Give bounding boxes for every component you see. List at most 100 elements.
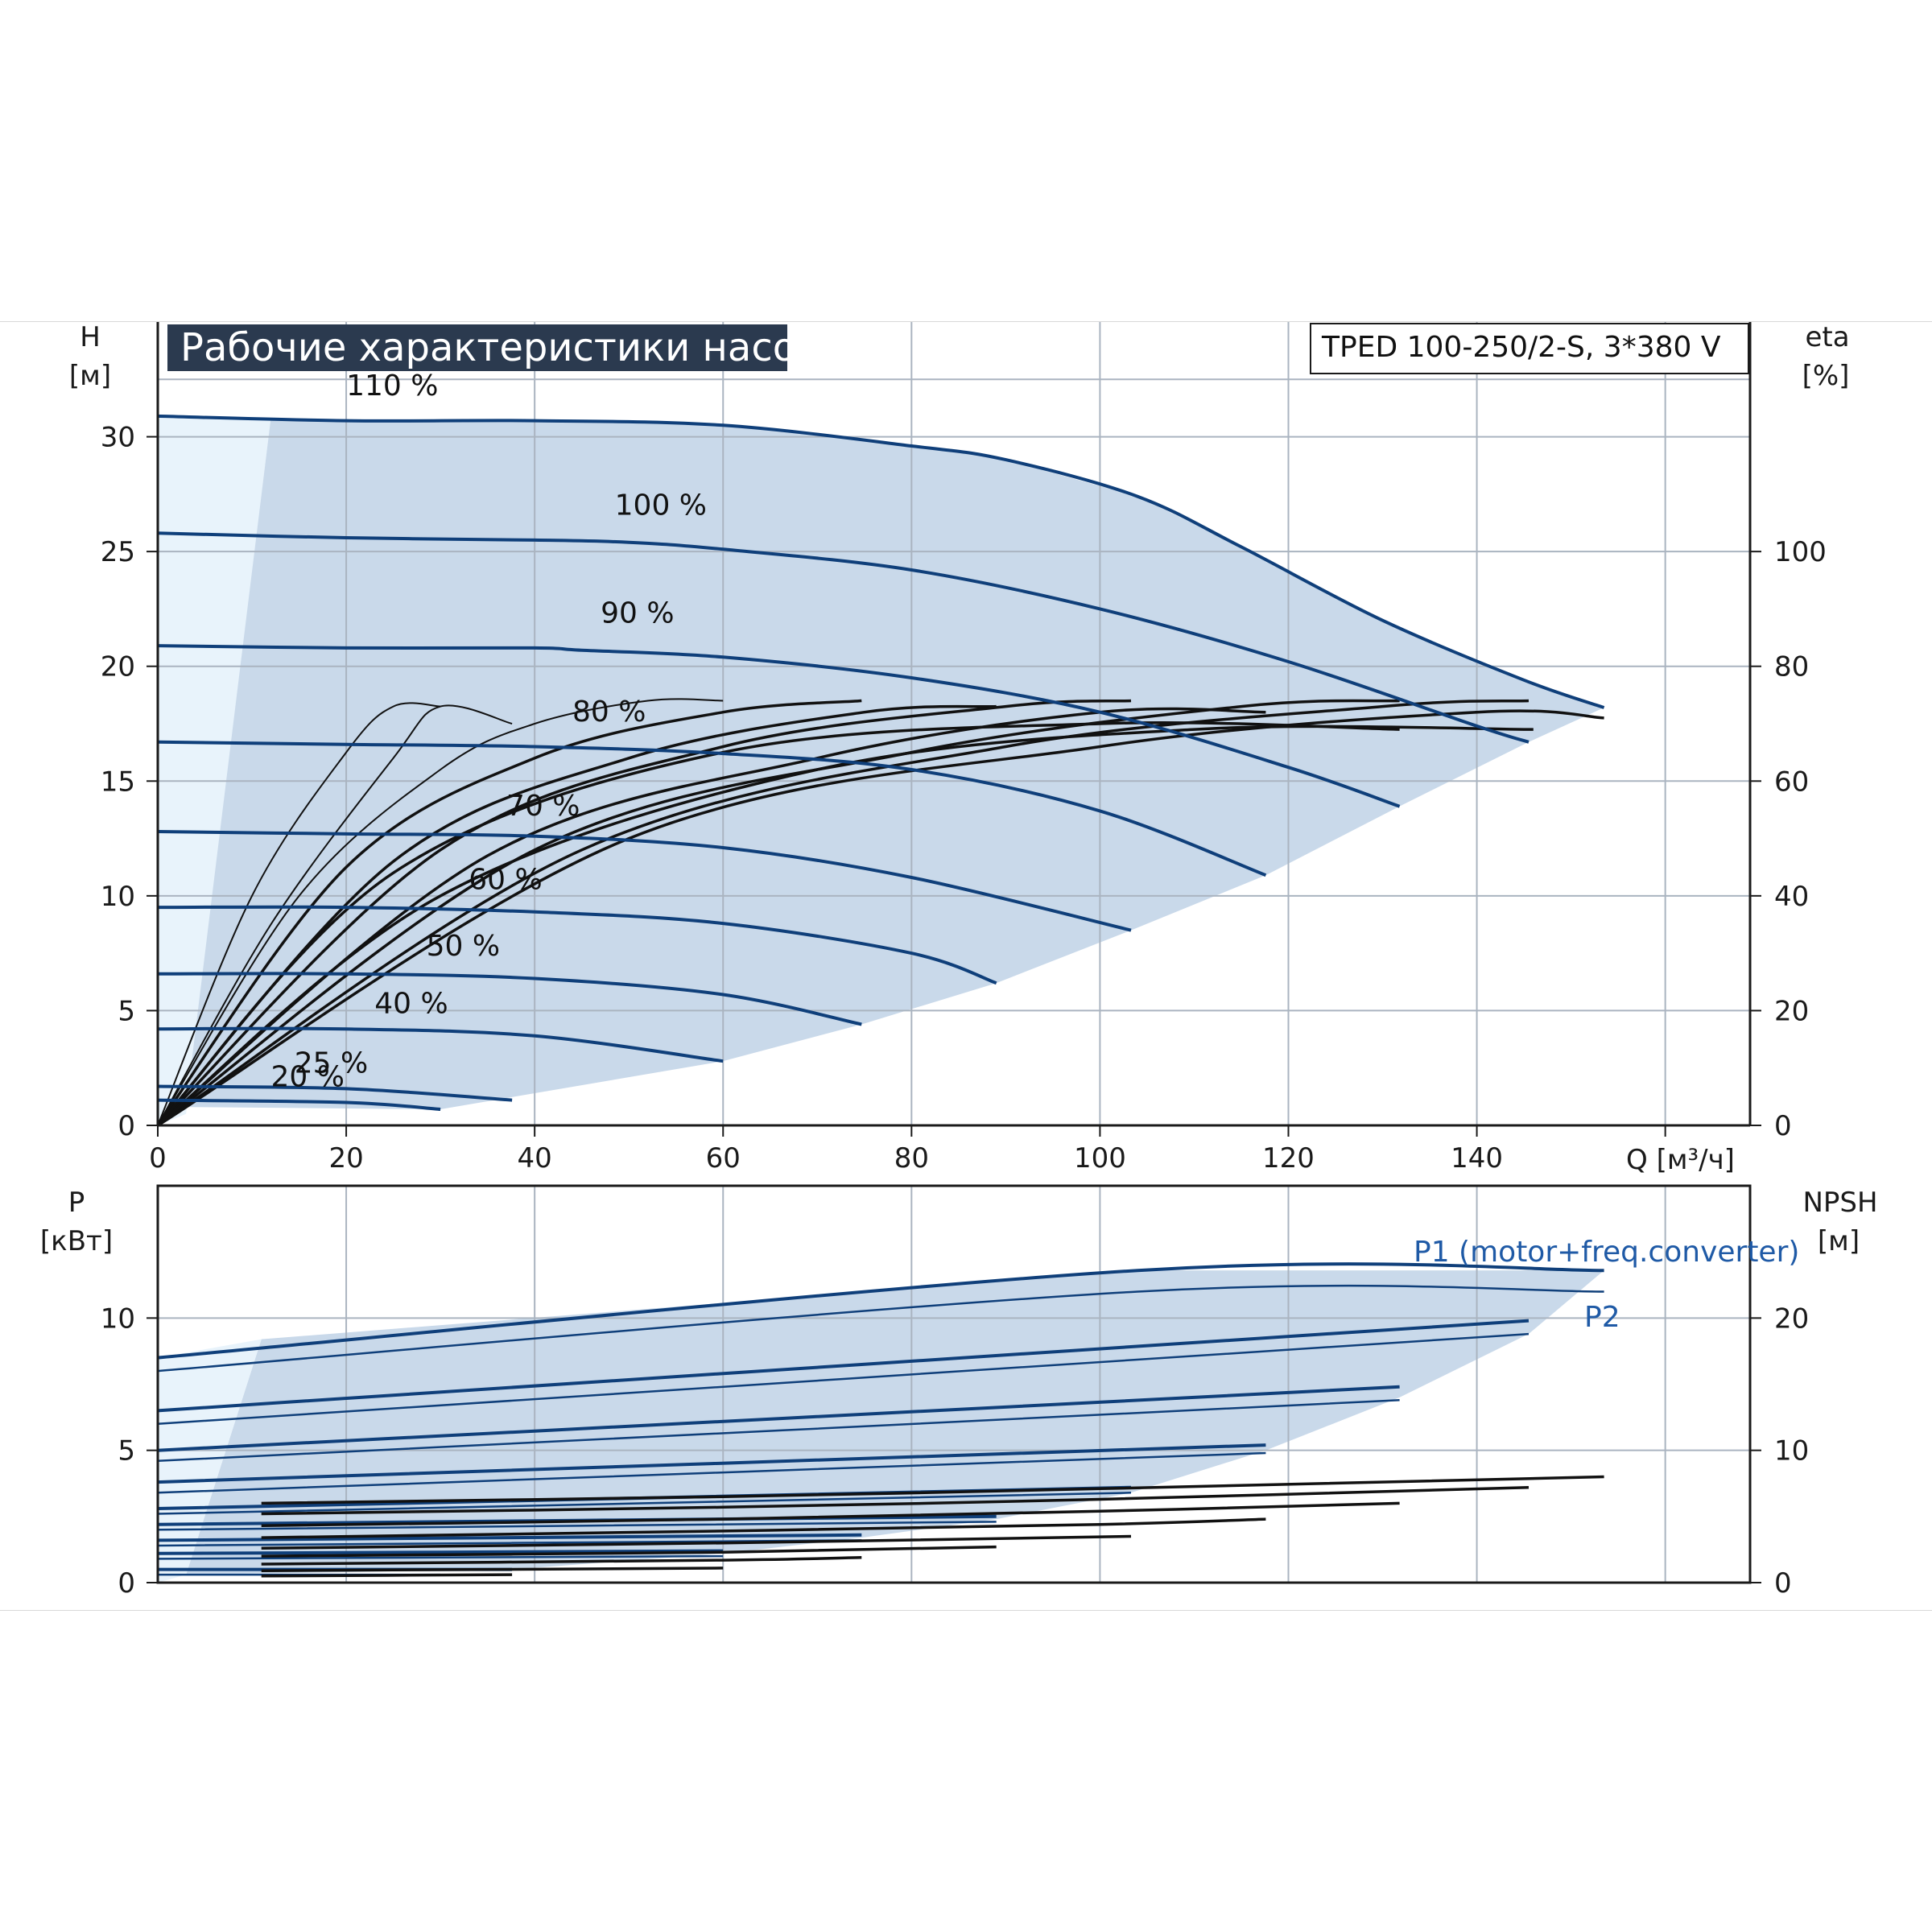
npsh-axis-label: NPSH [1802,1187,1877,1219]
npsh-curve-4 [261,1534,1132,1550]
npsh-tick-label: 0 [1774,1567,1792,1600]
power-curve-2 [157,1319,1530,1413]
power-curve-0 [157,1262,1604,1360]
speed-label: 25 % [295,1046,368,1080]
lower-axes: 0 5 10 0 10 20 [101,1184,1809,1600]
speed-label: 90 % [601,597,674,630]
head-curves [157,414,1605,1111]
npsh-curve-6 [261,1556,862,1566]
power-curve-12 [157,1533,862,1542]
speed-label: 100 % [615,489,707,522]
power-curve-14 [157,1549,724,1555]
x-tick-label: 60 [706,1142,741,1174]
title-box [167,324,787,371]
power-curve-6 [157,1443,1266,1484]
power-curve-11 [157,1521,997,1531]
head-curve-70 [157,830,1132,932]
y2-axis-unit-pct: [%] [1802,360,1850,392]
y-tick-label: 25 [101,536,135,568]
y-axis-unit-m: [м] [69,360,111,392]
speed-label: 70 % [506,790,580,823]
speed-labels: 110 % 100 % 90 % 80 % 70 % 60 % 50 % 40 %25 %20… [270,369,707,1093]
p-axis-unit: [кВт] [40,1225,113,1257]
chart-title: Рабочие характеристики насоса [180,325,841,370]
head-curve-40 [157,1026,724,1063]
power-curve-9 [157,1492,1132,1515]
p1-label: P1 (motor+freq.converter) [1414,1236,1799,1269]
eta-curve-2 [157,698,724,1126]
y2-tick-label: 0 [1774,1110,1792,1142]
head-curve-80 [157,740,1267,877]
npsh-curve-7 [261,1567,724,1572]
head-curve-60 [157,905,997,985]
x-tick-label: 80 [894,1142,929,1174]
p2-label: P2 [1584,1301,1620,1334]
low-flow-band [158,415,271,1125]
model-box [1310,323,1749,374]
frame-line-bottom [0,1610,1932,1611]
upper-axes: 0 20 40 60 80 100 120 140 0 5 10 15 20 25 30 0 20 40 60 80 1… [101,322,1827,1174]
speed-label: 20 % [270,1061,344,1094]
head-curve-50 [157,972,862,1026]
x-tick-label: 100 [1074,1142,1126,1174]
y2-tick-label: 40 [1774,881,1809,913]
head-curve-25 [157,1084,513,1102]
model-label: TPED 100-250/2-S, 3*380 V [1321,331,1721,364]
speed-label: 80 % [572,696,646,729]
head-curve-100 [157,531,1530,744]
y-tick-label: 10 [101,881,135,913]
p-tick-label: 0 [118,1567,135,1600]
p-axis-label: P [68,1187,85,1219]
x-tick-label: 120 [1262,1142,1315,1174]
power-curve-3 [157,1332,1530,1426]
x-tick-label: 20 [328,1142,363,1174]
y2-tick-label: 20 [1774,995,1809,1027]
power-curve-7 [157,1451,1266,1494]
x-axis-label: Q [м³/ч] [1626,1144,1735,1176]
power-curve-1 [157,1284,1604,1373]
npsh-axis-unit: [м] [1818,1225,1860,1257]
eta-curve-0 [157,702,441,1126]
speed-label: 110 % [346,369,438,402]
npsh-tick-label: 20 [1774,1302,1809,1335]
frame-line-top [0,321,1932,322]
y-axis-label-h: H [80,321,101,353]
npsh-curve-8 [261,1573,513,1578]
upper-grid [158,322,1750,1125]
y-tick-label: 30 [101,422,135,454]
npsh-curve-5 [261,1545,997,1558]
speed-label: 60 % [469,863,542,896]
y-tick-label: 0 [118,1110,135,1142]
npsh-curve-0 [261,1475,1604,1505]
y-tick-label: 20 [101,651,135,683]
y2-tick-label: 100 [1774,536,1827,568]
y-tick-label: 5 [118,995,135,1027]
operating-range-band [158,415,1604,1125]
p-tick-label: 5 [118,1435,135,1468]
y2-axis-label-eta: eta [1805,321,1849,353]
x-tick-label: 40 [518,1142,552,1174]
power-low-flow-band [158,1339,262,1583]
npsh-curve-1 [261,1485,1530,1516]
npsh-curves [261,1475,1604,1578]
head-curve-20 [157,1098,441,1111]
eta-curve-3 [156,699,862,1127]
power-curve-15 [157,1554,724,1560]
power-curve-4 [157,1385,1400,1452]
operating-band [186,418,1604,1110]
lower-grid [158,1186,1750,1583]
lower-frame [156,1184,1752,1584]
npsh-curve-2 [261,1501,1400,1528]
eta-curve-9 [157,709,1604,1127]
speed-label: 50 % [427,930,500,963]
eta-curve-1 [157,704,513,1126]
y2-tick-label: 80 [1774,651,1809,683]
y-tick-label: 15 [101,766,135,798]
head-curve-110 [157,414,1605,709]
p-tick-label: 10 [101,1302,135,1335]
x-tick-label: 140 [1451,1142,1503,1174]
x-tick-label: 0 [149,1142,167,1174]
power-curve-5 [157,1398,1400,1463]
y2-tick-label: 60 [1774,766,1809,798]
